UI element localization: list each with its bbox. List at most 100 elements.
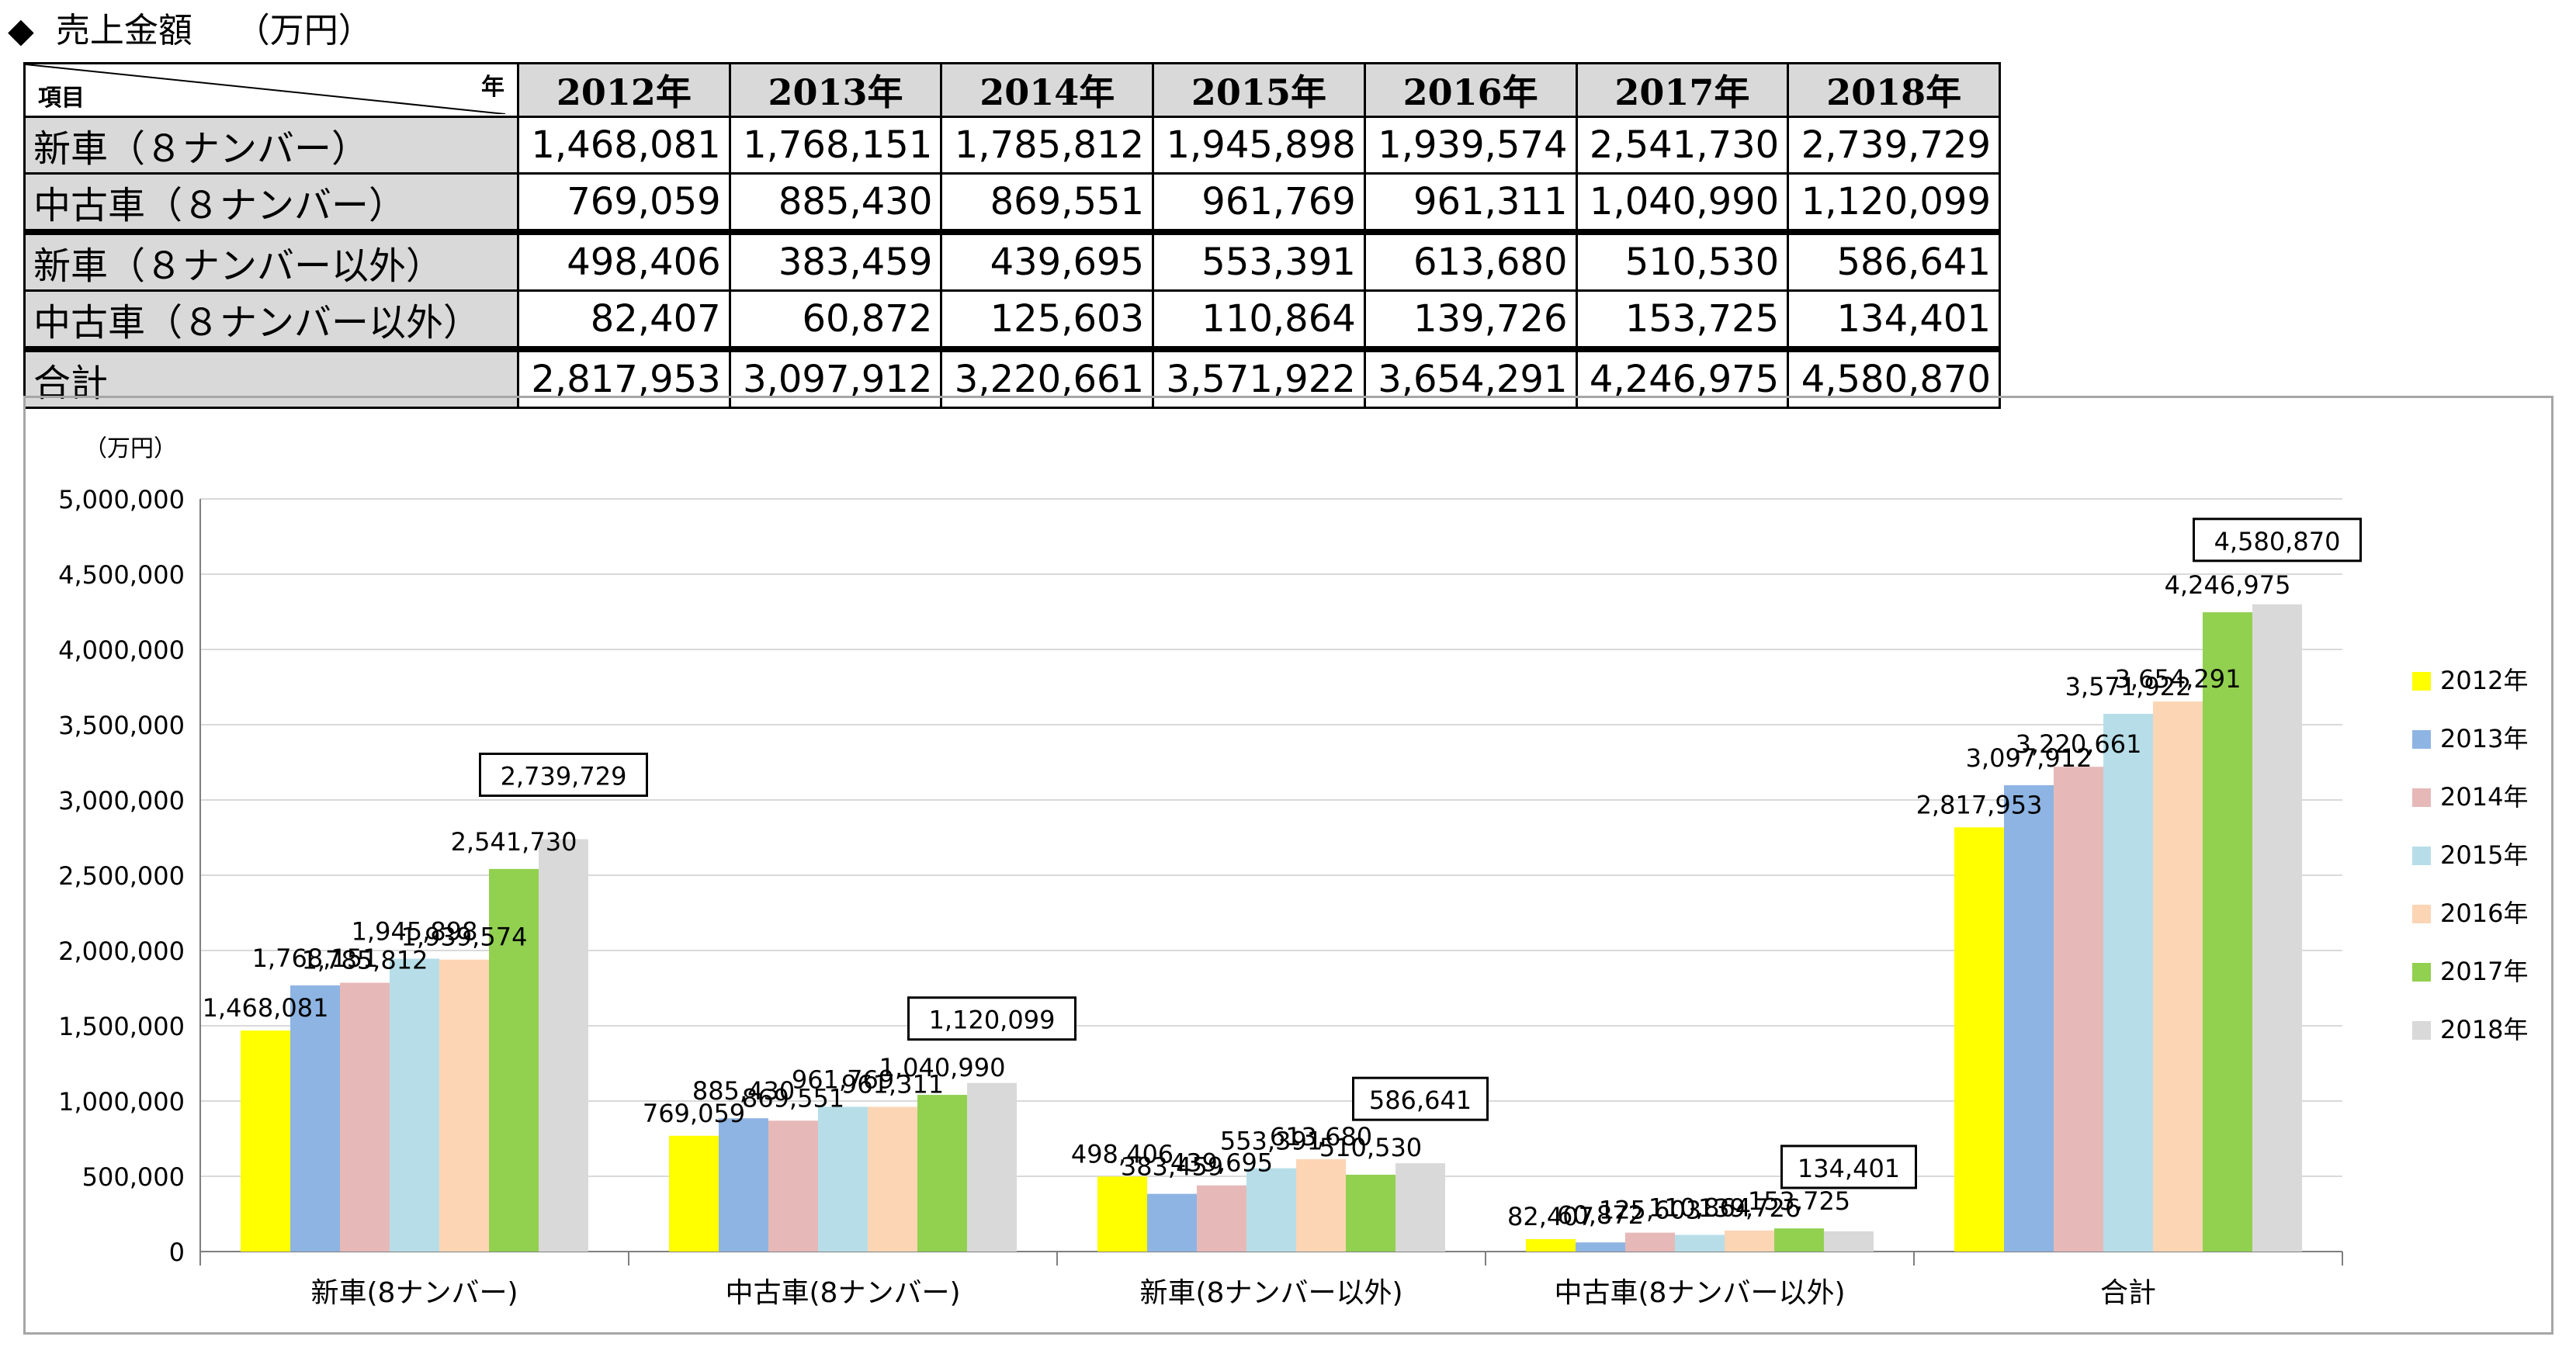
legend-label: 2015年 [2440, 840, 2528, 870]
y-tick-label: 4,000,000 [58, 635, 185, 665]
data-label: 125,603 [1599, 1196, 1701, 1225]
table-corner-cell: 項目 年 [23, 62, 519, 118]
data-label: 1,939,574 [401, 923, 528, 952]
diamond-bullet-icon: ◆ [8, 11, 34, 50]
legend-label: 2018年 [2440, 1015, 2528, 1044]
bar [241, 1030, 290, 1252]
x-category-label: 新車(8ナンバー) [311, 1277, 518, 1309]
data-label: 110,864 [1649, 1193, 1751, 1222]
table-row: 新車（８ナンバー以外） 498,406 383,459 439,695 553,… [23, 229, 2001, 292]
table-cell: 510,530 [1575, 229, 1790, 292]
bar [1675, 1234, 1725, 1252]
data-label: 3,220,661 [2016, 729, 2142, 759]
table-cell: 961,769 [1152, 172, 1366, 234]
data-label: 1,945,898 [352, 916, 478, 946]
bar [1395, 1163, 1445, 1252]
corner-diagonal [29, 65, 505, 114]
table-cell: 869,551 [940, 172, 1155, 234]
table-cell: 1,939,574 [1363, 116, 1578, 175]
x-category-label: 中古車(8ナンバー以外) [1555, 1277, 1846, 1309]
bar [1346, 1174, 1395, 1252]
data-label: 3,097,912 [1966, 743, 2092, 773]
legend-swatch [2412, 963, 2431, 982]
table-cell: 134,401 [1787, 289, 2001, 351]
bar [1296, 1158, 1346, 1252]
section-heading: ◆ 売上金額 （万円） [8, 8, 373, 54]
bar [1526, 1239, 1576, 1252]
data-label: 769,059 [643, 1099, 745, 1128]
data-label: 613,680 [1270, 1122, 1372, 1151]
table-row: 中古車（８ナンバー） 769,059 885,430 869,551 961,7… [23, 172, 2001, 234]
data-label-box [2193, 518, 2362, 563]
bar [439, 959, 489, 1252]
bar [1774, 1228, 1824, 1252]
legend-swatch [2412, 788, 2431, 807]
legend-swatch [2412, 905, 2431, 923]
bar [1097, 1176, 1147, 1252]
table-cell: 586,641 [1787, 229, 2001, 292]
table-row: 新車（８ナンバー） 1,468,081 1,768,151 1,785,812 … [23, 116, 2001, 175]
data-label: 553,391 [1220, 1127, 1323, 1156]
y-tick-label: 1,000,000 [58, 1087, 185, 1117]
legend-swatch [2412, 1021, 2431, 1040]
year-header: 2018年 [1787, 62, 2001, 118]
year-header: 2015年 [1152, 62, 1366, 118]
year-header: 2014年 [940, 62, 1155, 118]
data-label: 1,468,081 [203, 993, 329, 1023]
year-header: 2016年 [1363, 62, 1578, 118]
table-cell: 1,468,081 [516, 116, 731, 175]
bar-chart: 0 500,000 1,000,000 1,500,000 2,000,000 2,500… [58, 435, 2528, 1309]
data-label: 82,407 [1507, 1202, 1594, 1231]
bar [2103, 714, 2153, 1252]
bar [1954, 827, 2004, 1252]
year-header: 2013年 [728, 62, 943, 118]
data-label: 885,430 [692, 1076, 795, 1106]
table-cell: 961,311 [1363, 172, 1578, 234]
legend-label: 2017年 [2440, 957, 2528, 986]
data-label: 1,768,151 [252, 944, 379, 973]
table-cell: 1,120,099 [1787, 172, 2001, 234]
y-tick-label: 3,000,000 [58, 786, 185, 815]
data-label: 4,246,975 [2165, 570, 2291, 600]
data-label-box [479, 752, 648, 797]
data-label: 869,551 [742, 1083, 844, 1113]
bar [719, 1118, 768, 1252]
chart-frame: 0 500,000 1,000,000 1,500,000 2,000,000 2,500… [23, 396, 2553, 1335]
data-label: 3,571,922 [2065, 672, 2192, 701]
data-label: 383,459 [1121, 1152, 1223, 1182]
data-label: 439,695 [1170, 1148, 1273, 1178]
bar [2203, 612, 2252, 1252]
heading-unit: （万円） [235, 11, 373, 50]
bar [818, 1106, 868, 1252]
table-cell: 383,459 [728, 229, 943, 292]
table-cell: 82,407 [516, 289, 731, 351]
row-label: 合計 [23, 346, 519, 409]
data-label: 498,406 [1071, 1139, 1174, 1169]
legend-label: 2013年 [2440, 724, 2528, 753]
data-label: 1,785,812 [302, 946, 428, 975]
table-cell: 613,680 [1363, 229, 1578, 292]
bar [1824, 1231, 1874, 1252]
corner-year-label: 年 [480, 74, 504, 101]
y-tick-label: 3,500,000 [58, 711, 185, 740]
data-label: 3,654,291 [2115, 664, 2241, 694]
legend-label: 2014年 [2440, 782, 2528, 812]
table-cell: 553,391 [1152, 229, 1366, 292]
bar [917, 1095, 967, 1252]
y-tick-label: 2,000,000 [58, 937, 185, 966]
legend-swatch [2412, 730, 2431, 749]
y-tick-label: 5,000,000 [58, 485, 185, 514]
bar [489, 868, 539, 1252]
table-header-row: 項目 年 2012年 2013年 2014年 2015年 2016年 2017年… [23, 62, 2001, 118]
legend-label: 2016年 [2440, 899, 2528, 928]
sales-table: 項目 年 2012年 2013年 2014年 2015年 2016年 2017年… [23, 62, 2001, 409]
table-cell: 2,739,729 [1787, 116, 2001, 175]
bar [390, 958, 439, 1252]
table-cell: 1,785,812 [940, 116, 1155, 175]
heading-title: 売上金額 [55, 11, 192, 50]
data-label-box [1780, 1144, 1917, 1189]
bar [2153, 701, 2203, 1252]
table-cell: 153,725 [1575, 289, 1790, 351]
bar [1147, 1193, 1197, 1252]
data-label-box [907, 996, 1077, 1041]
